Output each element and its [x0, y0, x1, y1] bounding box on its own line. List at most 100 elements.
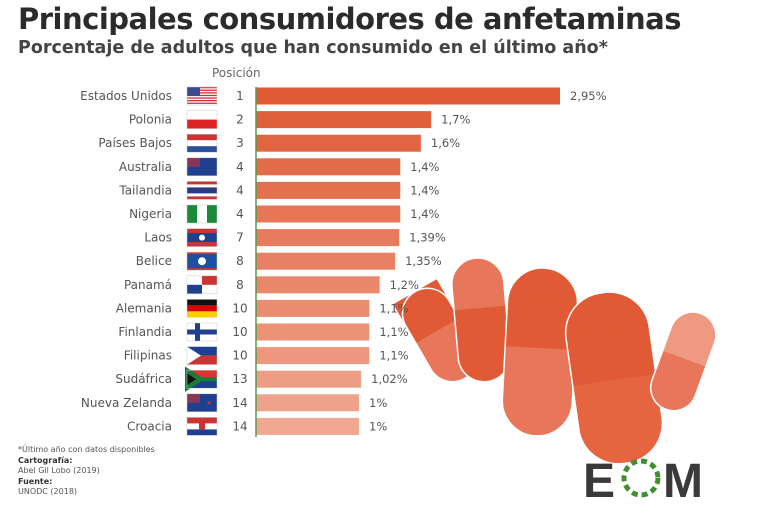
footnote: *Último año con datos disponibles	[18, 445, 155, 454]
category-label: Belice	[136, 254, 172, 268]
bar	[256, 134, 421, 152]
category-label: Filipinas	[124, 349, 172, 363]
eom-logo: E M	[583, 455, 703, 500]
australia-flag-icon	[186, 157, 218, 177]
data-label: 1,4%	[410, 183, 439, 197]
laos-flag-icon	[186, 228, 218, 247]
position-label: 1	[236, 89, 244, 103]
bar	[256, 323, 370, 341]
data-label: 2,95%	[570, 89, 607, 103]
chart-row: Finlandia 10 1,1%	[118, 322, 409, 342]
category-label: Sudáfrica	[115, 372, 172, 386]
data-label: 1,6%	[431, 136, 460, 150]
south-africa-flag-icon	[185, 366, 218, 392]
data-label: 1,39%	[409, 231, 446, 245]
chart-row: Nueva Zelanda 14 1%	[81, 393, 387, 413]
chart-row: Sudáfrica 13 1,02%	[115, 366, 408, 392]
bar	[256, 111, 432, 129]
bar	[256, 299, 370, 317]
position-label: 10	[232, 349, 247, 363]
position-label: 10	[232, 301, 247, 315]
nigeria-flag-icon	[186, 204, 218, 224]
category-label: Laos	[144, 231, 172, 245]
data-label: 1,02%	[371, 372, 408, 386]
data-label: 1,7%	[441, 113, 470, 127]
chart-row: Alemania 10 1,1%	[116, 299, 409, 318]
data-label: 1,35%	[405, 254, 442, 268]
category-label: Nueva Zelanda	[81, 396, 172, 410]
position-label: 13	[232, 372, 247, 386]
data-label: 1,1%	[379, 301, 408, 315]
new-zealand-flag-icon	[186, 393, 218, 413]
category-label: Australia	[119, 160, 172, 174]
page-title: Principales consumidores de anfetaminas	[18, 2, 682, 36]
bar	[256, 252, 396, 270]
bar	[256, 181, 401, 199]
svg-text:E: E	[583, 455, 615, 500]
bar	[256, 370, 362, 388]
data-label: 1,2%	[390, 278, 419, 292]
svg-text:M: M	[663, 455, 703, 500]
chart-row: Nigeria 4 1,4%	[129, 204, 440, 224]
data-label: 1,4%	[410, 160, 439, 174]
subtitle: Porcentaje de adultos que han consumido …	[18, 38, 608, 58]
notes: *Último año con datos disponibles Cartog…	[18, 445, 155, 498]
position-label: 8	[236, 278, 244, 292]
category-label: Alemania	[116, 301, 172, 315]
source-label: Fuente:	[18, 476, 53, 486]
position-header: Posición	[212, 66, 261, 80]
chart-row: Tailandia 4 1,4%	[118, 181, 440, 200]
data-label: 1,1%	[379, 325, 408, 339]
chart-row: Belice 8 1,35%	[136, 251, 442, 271]
chart-row: Laos 7 1,39%	[144, 228, 446, 247]
category-label: Finlandia	[118, 325, 172, 339]
pills-illustration	[393, 257, 717, 465]
data-label: 1%	[369, 419, 387, 433]
category-label: Nigeria	[129, 207, 172, 221]
category-label: Croacia	[127, 419, 172, 433]
bar	[256, 394, 360, 412]
netherlands-flag-icon	[186, 133, 218, 153]
chart-row: Estados Unidos 1 2,95%	[80, 86, 607, 106]
position-label: 4	[236, 207, 244, 221]
chart-row: Panamá 8 1,2%	[124, 275, 419, 295]
data-label: 1,1%	[379, 349, 408, 363]
category-label: Países Bajos	[98, 136, 172, 150]
chart-row: Croacia 14 1%	[127, 417, 387, 436]
category-label: Panamá	[124, 278, 172, 292]
position-label: 7	[236, 231, 244, 245]
cartography: Abel Gil Lobo (2019)	[18, 466, 100, 475]
belize-flag-icon	[186, 251, 218, 271]
chart-row: Países Bajos 3 1,6%	[98, 133, 460, 153]
bar	[256, 347, 370, 365]
usa-flag-icon	[186, 86, 218, 106]
source: UNODC (2018)	[18, 487, 78, 496]
bar	[256, 276, 380, 294]
bar	[256, 158, 401, 176]
philippines-flag-icon	[186, 346, 218, 365]
chart-row: Australia 4 1,4%	[119, 157, 440, 177]
panama-flag-icon	[186, 275, 218, 295]
data-label: 1,4%	[410, 207, 439, 221]
data-label: 1%	[369, 396, 387, 410]
position-label: 14	[232, 396, 247, 410]
category-label: Tailandia	[118, 183, 172, 197]
position-label: 8	[236, 254, 244, 268]
croatia-flag-icon	[186, 417, 218, 436]
thailand-flag-icon	[186, 181, 218, 200]
category-label: Polonia	[129, 113, 172, 127]
position-label: 2	[236, 113, 244, 127]
cartography-label: Cartografía:	[18, 455, 73, 465]
poland-flag-icon	[186, 110, 218, 129]
bar	[256, 205, 401, 223]
bar	[256, 417, 360, 435]
chart-row: Filipinas 10 1,1%	[124, 346, 409, 365]
position-label: 3	[236, 136, 244, 150]
germany-flag-icon	[186, 299, 218, 318]
bar	[256, 87, 560, 105]
position-label: 14	[232, 419, 247, 433]
category-label: Estados Unidos	[80, 89, 172, 103]
position-label: 4	[236, 183, 244, 197]
bar	[256, 229, 400, 247]
